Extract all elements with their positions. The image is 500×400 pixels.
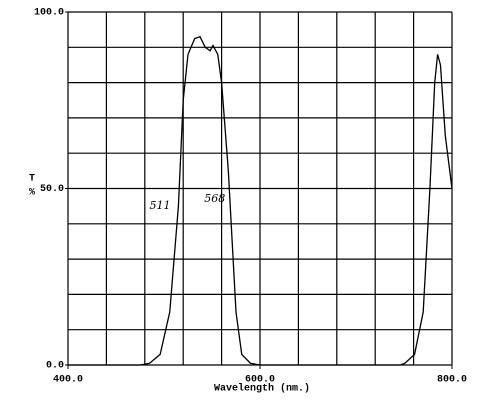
annotation: 511 bbox=[150, 199, 171, 212]
x-tick-label: 400.0 bbox=[53, 375, 83, 386]
x-tick-label: 600.0 bbox=[245, 375, 275, 386]
data-line bbox=[68, 35, 453, 366]
x-axis-label: Wavelength (nm.) bbox=[214, 383, 310, 395]
annotation: 568 bbox=[204, 192, 225, 205]
y-axis-label: % bbox=[29, 188, 35, 199]
y-axis-label: T bbox=[29, 174, 35, 185]
y-tick-label: 0.0 bbox=[46, 361, 64, 372]
x-tick-label: 800.0 bbox=[437, 375, 467, 386]
y-tick-label: 50.0 bbox=[40, 184, 64, 195]
y-tick-label: 100.0 bbox=[34, 8, 64, 19]
